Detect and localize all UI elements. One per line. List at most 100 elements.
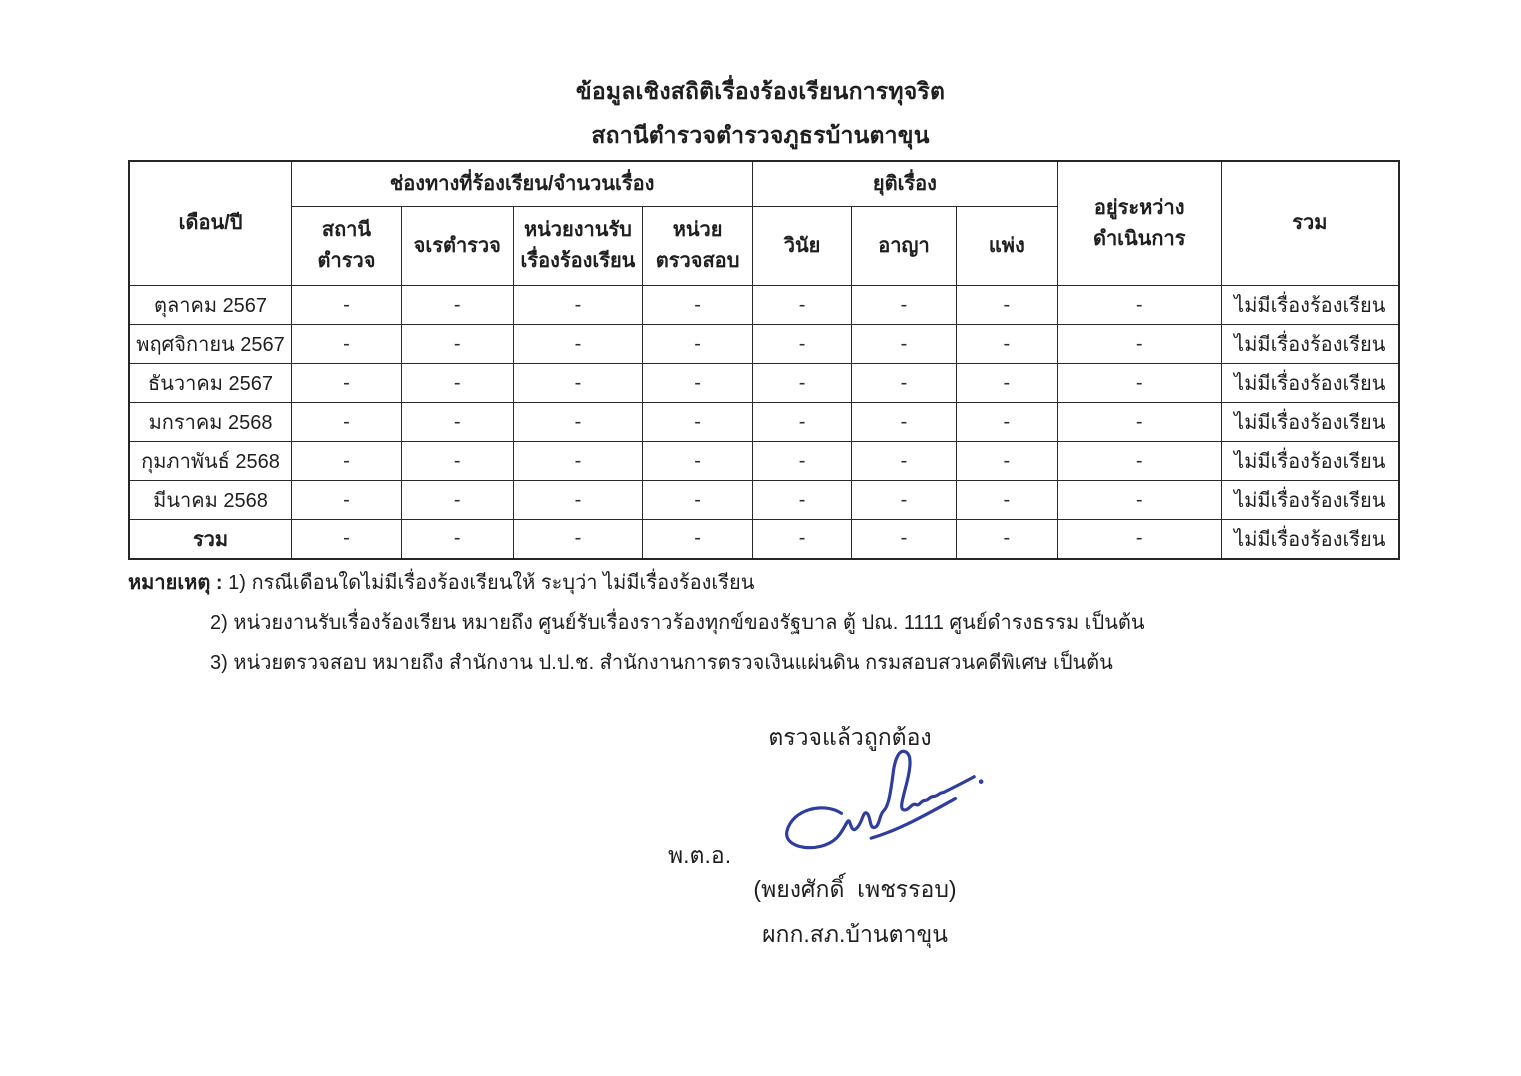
value-cell: - — [400, 285, 514, 325]
document-subtitle: สถานีตำรวจตำรวจภูธรบ้านตาขุน — [591, 122, 930, 148]
signer-name: (พยงศักดิ์ เพชรรอบ) — [753, 876, 957, 902]
header-audit-agency: หน่วย ตรวจสอบ — [642, 206, 754, 286]
value-cell: - — [291, 441, 402, 481]
value-cell: - — [752, 402, 853, 442]
value-cell: - — [851, 519, 957, 559]
month-cell: พฤศจิกายน 2567 — [128, 324, 293, 364]
value-cell: - — [291, 519, 402, 559]
total-label-cell: รวม — [128, 519, 293, 559]
value-cell: - — [851, 363, 957, 403]
header-criminal: อาญา — [851, 206, 957, 286]
value-cell: - — [752, 519, 853, 559]
table-row: มกราคม 2568 - - - - - - - - ไม่มีเรื่องร… — [128, 402, 1400, 442]
note-line-1: หมายเหตุ : 1) กรณีเดือนใดไม่มีเรื่องร้อง… — [128, 566, 754, 598]
header-row-groups: เดือน/ปี ช่องทางที่ร้องเรียน/จำนวนเรื่อง… — [128, 160, 1400, 286]
header-disciplinary: วินัย — [752, 206, 853, 286]
value-cell: - — [291, 402, 402, 442]
value-cell: - — [752, 285, 853, 325]
value-cell: - — [752, 441, 853, 481]
value-cell: - — [400, 402, 514, 442]
header-month-year: เดือน/ปี — [128, 160, 293, 286]
month-cell: มีนาคม 2568 — [128, 480, 293, 520]
value-cell: - — [1056, 285, 1222, 325]
value-cell: - — [955, 441, 1058, 481]
value-cell: - — [400, 363, 514, 403]
value-cell: - — [512, 363, 644, 403]
value-cell: - — [1056, 519, 1222, 559]
value-cell: - — [955, 285, 1058, 325]
value-cell: - — [512, 285, 644, 325]
total-cell: ไม่มีเรื่องร้องเรียน — [1220, 519, 1400, 559]
note-1-text: 1) กรณีเดือนใดไม่มีเรื่องร้องเรียนให้ ระ… — [228, 572, 755, 594]
notes-label: หมายเหตุ : — [128, 572, 223, 594]
month-cell: กุมภาพันธ์ 2568 — [128, 441, 293, 481]
header-complaint-agency: หน่วยงานรับ เรื่องร้องเรียน — [512, 206, 644, 286]
value-cell: - — [512, 324, 644, 364]
header-inspector-general: จเรตำรวจ — [400, 206, 514, 286]
table-row: ธันวาคม 2567 - - - - - - - - ไม่มีเรื่อง… — [128, 363, 1400, 403]
total-cell: ไม่มีเรื่องร้องเรียน — [1220, 480, 1400, 520]
header-in-progress: อยู่ระหว่าง ดำเนินการ — [1056, 160, 1222, 286]
header-civil: แพ่ง — [955, 206, 1058, 286]
table-row: พฤศจิกายน 2567 - - - - - - - - ไม่มีเรื่… — [128, 324, 1400, 364]
total-cell: ไม่มีเรื่องร้องเรียน — [1220, 441, 1400, 481]
value-cell: - — [1056, 363, 1222, 403]
value-cell: - — [512, 402, 644, 442]
month-cell: มกราคม 2568 — [128, 402, 293, 442]
value-cell: - — [291, 285, 402, 325]
signature-ink — [785, 749, 984, 850]
total-cell: ไม่มีเรื่องร้องเรียน — [1220, 285, 1400, 325]
value-cell: - — [642, 324, 754, 364]
statistics-table-container: เดือน/ปี ช่องทางที่ร้องเรียน/จำนวนเรื่อง… — [128, 160, 1400, 560]
value-cell: - — [752, 480, 853, 520]
table-row-total: รวม - - - - - - - - ไม่มีเรื่องร้องเรียน — [128, 519, 1400, 559]
value-cell: - — [851, 480, 957, 520]
value-cell: - — [955, 519, 1058, 559]
value-cell: - — [1056, 324, 1222, 364]
value-cell: - — [291, 363, 402, 403]
value-cell: - — [400, 519, 514, 559]
header-ended-group: ยุติเรื่อง — [752, 160, 1058, 207]
value-cell: - — [955, 480, 1058, 520]
value-cell: - — [642, 285, 754, 325]
total-cell: ไม่มีเรื่องร้องเรียน — [1220, 324, 1400, 364]
note-line-2: 2) หน่วยงานรับเรื่องร้องเรียน หมายถึง ศู… — [210, 606, 1145, 638]
total-cell: ไม่มีเรื่องร้องเรียน — [1220, 363, 1400, 403]
month-cell: ตุลาคม 2567 — [128, 285, 293, 325]
value-cell: - — [291, 324, 402, 364]
value-cell: - — [955, 324, 1058, 364]
signer-rank: พ.ต.อ. — [668, 842, 732, 868]
value-cell: - — [955, 402, 1058, 442]
signer-position: ผกก.สภ.บ้านตาขุน — [762, 921, 948, 947]
value-cell: - — [1056, 480, 1222, 520]
value-cell: - — [1056, 441, 1222, 481]
header-channel-group: ช่องทางที่ร้องเรียน/จำนวนเรื่อง — [291, 160, 754, 207]
value-cell: - — [851, 441, 957, 481]
value-cell: - — [642, 402, 754, 442]
value-cell: - — [752, 324, 853, 364]
table-row: กุมภาพันธ์ 2568 - - - - - - - - ไม่มีเรื… — [128, 441, 1400, 481]
value-cell: - — [642, 519, 754, 559]
note-2-text: 2) หน่วยงานรับเรื่องร้องเรียน หมายถึง ศู… — [210, 612, 1145, 634]
value-cell: - — [512, 519, 644, 559]
value-cell: - — [955, 363, 1058, 403]
document-title: ข้อมูลเชิงสถิติเรื่องร้องเรียนการทุจริต — [575, 78, 946, 104]
value-cell: - — [400, 441, 514, 481]
value-cell: - — [851, 324, 957, 364]
value-cell: - — [642, 480, 754, 520]
verified-text: ตรวจแล้วถูกต้อง — [768, 724, 932, 750]
month-cell: ธันวาคม 2567 — [128, 363, 293, 403]
header-total: รวม — [1220, 160, 1400, 286]
note-line-3: 3) หน่วยตรวจสอบ หมายถึง สำนักงาน ป.ป.ช. … — [210, 646, 1113, 678]
total-cell: ไม่มีเรื่องร้องเรียน — [1220, 402, 1400, 442]
value-cell: - — [291, 480, 402, 520]
value-cell: - — [752, 363, 853, 403]
value-cell: - — [512, 441, 644, 481]
note-3-text: 3) หน่วยตรวจสอบ หมายถึง สำนักงาน ป.ป.ช. … — [210, 652, 1113, 674]
value-cell: - — [512, 480, 644, 520]
value-cell: - — [400, 480, 514, 520]
value-cell: - — [851, 285, 957, 325]
value-cell: - — [642, 441, 754, 481]
header-police-station: สถานี ตำรวจ — [291, 206, 402, 286]
